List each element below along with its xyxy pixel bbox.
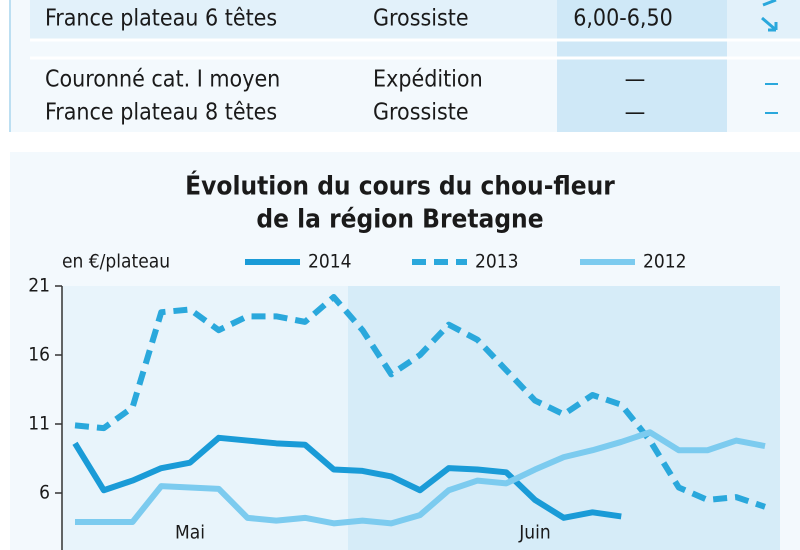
trend-arrow <box>761 16 778 32</box>
cell: — <box>625 100 646 126</box>
cell: Couronné cat. I moyen <box>45 67 280 93</box>
price-column <box>557 0 727 132</box>
chart-title: de la région Bretagne <box>256 205 543 235</box>
x-tick-label: Mai <box>175 522 205 544</box>
series-line <box>74 294 766 510</box>
y-tick-label: 16 <box>28 344 50 366</box>
chart-title: Évolution du cours du chou-fleur <box>185 170 615 202</box>
cell: — <box>625 67 646 93</box>
legend-label: 2013 <box>475 251 519 273</box>
cell: Grossiste <box>373 100 469 126</box>
trend-arrow <box>762 0 777 7</box>
cell: Expédition <box>373 67 483 93</box>
legend-label: 2014 <box>308 251 352 273</box>
cell: France plateau 6 têtes <box>45 6 277 32</box>
x-tick-label: Juin <box>518 522 550 544</box>
series-line <box>72 434 622 521</box>
cell: France plateau 8 têtes <box>45 100 277 126</box>
plot-bg <box>62 286 348 550</box>
series-line <box>75 429 766 527</box>
cell: 6,00-6,50 <box>573 6 673 32</box>
cell: Grossiste <box>373 6 469 32</box>
y-tick-label: 21 <box>28 275 50 297</box>
plot-shade <box>348 286 780 550</box>
y-axis-label: en €/plateau <box>62 251 170 273</box>
y-tick-label: 11 <box>28 413 50 435</box>
legend-label: 2012 <box>643 251 687 273</box>
y-tick-label: 6 <box>39 482 50 504</box>
